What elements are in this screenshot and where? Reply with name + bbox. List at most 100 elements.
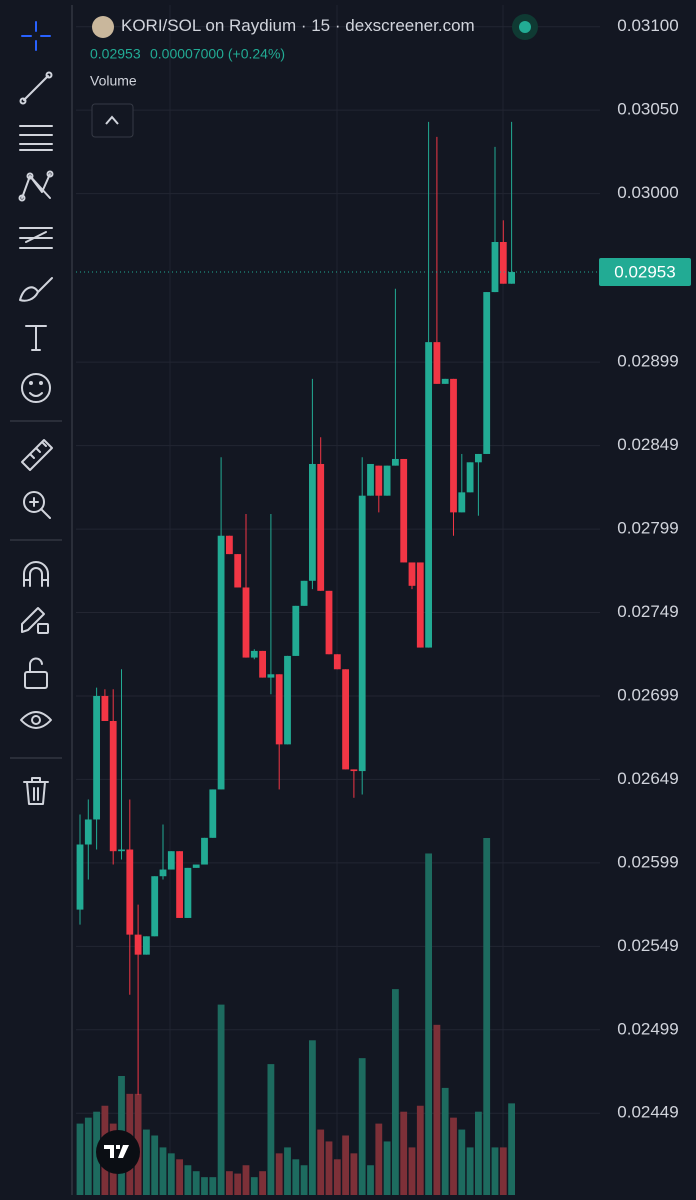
visibility-tool[interactable] — [20, 711, 52, 729]
candle-body — [416, 562, 424, 648]
crosshair-tool[interactable] — [21, 21, 51, 51]
trendline-tool[interactable] — [19, 71, 53, 105]
candle-body — [209, 789, 217, 838]
y-tick-label: 0.02799 — [617, 519, 678, 538]
volume-bar — [209, 1177, 217, 1195]
candle-body — [350, 769, 358, 772]
volume-bar — [292, 1159, 300, 1195]
candle-body — [342, 669, 349, 770]
volume-bar — [159, 1147, 167, 1195]
candle-body — [292, 605, 300, 656]
candles — [76, 121, 515, 1095]
zoom-tool[interactable] — [23, 491, 51, 519]
candle-body — [109, 721, 117, 852]
candle-body — [267, 674, 275, 678]
candle-body — [184, 867, 192, 918]
volume-bar — [375, 1123, 383, 1195]
candle-body — [450, 378, 457, 513]
candle-body — [392, 458, 399, 466]
candle-body — [433, 342, 441, 384]
last-price-box — [599, 258, 691, 287]
volume-bar — [226, 1171, 233, 1195]
candle-body — [159, 869, 167, 877]
candle-body — [226, 535, 233, 555]
brush-tool[interactable] — [19, 277, 53, 302]
volume-bar — [76, 1123, 84, 1195]
candle-body — [458, 492, 466, 513]
volume-bar — [433, 1024, 441, 1195]
magnet-tool[interactable] — [23, 561, 49, 587]
fib-tool[interactable] — [19, 227, 53, 249]
pattern-tool[interactable] — [18, 170, 54, 202]
pair-title: KORI/SOL on Raydium — [121, 16, 296, 35]
separator: · — [296, 16, 311, 35]
collapse-box[interactable] — [91, 103, 134, 138]
y-tick-label: 0.02599 — [617, 852, 678, 871]
volume-bar — [367, 1165, 374, 1195]
candle-body — [441, 378, 449, 384]
candle-body — [499, 241, 507, 284]
volume-bar — [151, 1135, 159, 1195]
volume-bar — [333, 1159, 341, 1195]
time-grid — [169, 5, 504, 1195]
candle-body — [176, 851, 183, 918]
volume-bar — [309, 1040, 316, 1195]
ruler-tool[interactable] — [21, 439, 53, 471]
volume-bar — [143, 1129, 150, 1195]
candle-body — [201, 837, 208, 865]
y-tick-label: 0.02549 — [617, 936, 678, 955]
volume-bar — [499, 1147, 507, 1195]
volume-bar — [383, 1141, 391, 1195]
y-tick-label: 0.03050 — [617, 100, 678, 119]
volume-bar — [441, 1087, 449, 1195]
volume-bar — [458, 1129, 466, 1195]
candle-body — [333, 654, 341, 670]
last-price-label: 0.02953 — [614, 263, 675, 282]
lock-drawing-tool[interactable] — [21, 607, 49, 634]
candle-body — [275, 674, 283, 745]
volume-bar — [416, 1105, 424, 1195]
lock-tool[interactable] — [24, 657, 48, 689]
interval: 15 — [311, 16, 330, 35]
candle-body — [491, 241, 499, 293]
volume-bar — [358, 1058, 366, 1195]
lines-tool[interactable] — [19, 125, 53, 151]
collapse-button[interactable] — [91, 103, 134, 138]
candle-body — [375, 465, 383, 496]
candle-body — [217, 535, 225, 790]
candle-body — [192, 864, 200, 868]
volume-bar — [217, 1004, 225, 1195]
candle-body — [325, 590, 333, 655]
y-tick-label: 0.02449 — [617, 1103, 678, 1122]
price-axis: 0.03100 0.03050 0.03000 0.02899 0.02849 0.027… — [76, 16, 691, 1122]
text-tool[interactable] — [25, 325, 47, 351]
candle-body — [425, 342, 432, 648]
delete-tool[interactable] — [23, 777, 49, 805]
volume-bar — [84, 1117, 92, 1195]
volume-bar — [184, 1165, 192, 1195]
emoji-tool[interactable] — [21, 373, 51, 403]
candle-body — [76, 844, 84, 910]
volume-bar — [176, 1159, 183, 1195]
candle-body — [167, 851, 175, 870]
volume-bar — [425, 853, 432, 1195]
legend-change: 0.00007000 (+0.24%) — [150, 46, 285, 62]
candle-body — [84, 819, 92, 845]
collapse-icon — [105, 115, 119, 125]
candle-body — [300, 580, 308, 606]
volume-bar — [242, 1165, 250, 1195]
candle-body — [143, 936, 150, 955]
volume-bar — [317, 1129, 325, 1195]
status-dot — [519, 21, 531, 33]
volume-label: Volume — [90, 73, 137, 89]
y-tick-label: 0.02499 — [617, 1019, 678, 1038]
candle-body — [466, 462, 474, 493]
volume-bar — [475, 1111, 482, 1195]
y-tick-label: 0.02749 — [617, 602, 678, 621]
volume-bar — [284, 1147, 291, 1195]
candle-body — [234, 554, 242, 588]
candle-body — [309, 463, 316, 581]
candle-body — [259, 650, 266, 678]
candle-body — [317, 463, 325, 591]
